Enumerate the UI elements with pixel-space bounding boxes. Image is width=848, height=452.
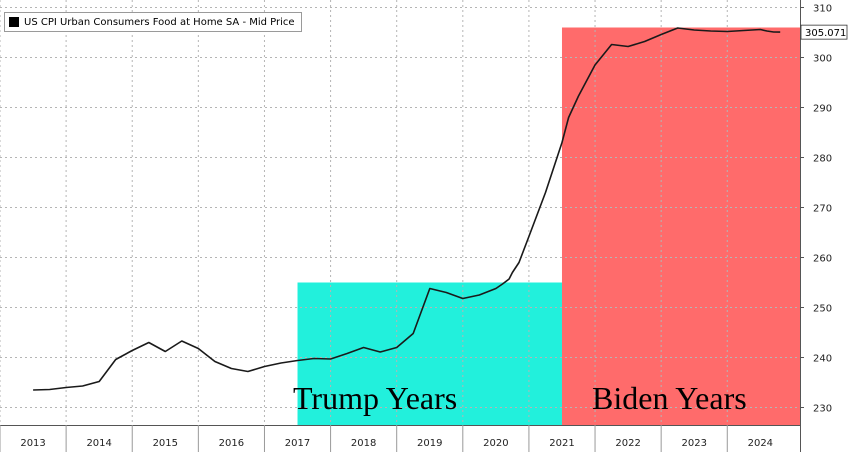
x-tick-label: 2021 [549, 438, 574, 449]
x-tick-label: 2018 [351, 438, 376, 449]
x-tick-label: 2017 [285, 438, 310, 449]
y-tick-label: 280 [813, 154, 832, 165]
legend-swatch [9, 17, 19, 27]
x-tick-label: 2019 [417, 438, 442, 449]
last-value-label: 305.071 [805, 28, 846, 39]
y-tick-label: 310 [813, 4, 832, 15]
x-tick-label: 2024 [748, 438, 773, 449]
trump-years-label: Trump Years [293, 380, 458, 416]
y-tick-label: 300 [813, 54, 832, 65]
cpi-series-line [33, 27, 781, 391]
x-tick-label: 2013 [20, 438, 45, 449]
y-tick-label: 290 [813, 104, 832, 115]
y-tick-label: 250 [813, 304, 832, 315]
x-tick-label: 2015 [153, 438, 178, 449]
x-tick-label: 2014 [86, 438, 111, 449]
biden-years-label: Biden Years [592, 380, 747, 416]
period-area-0 [297, 282, 562, 425]
y-tick-label: 270 [813, 204, 832, 215]
period-area-1 [561, 27, 800, 425]
x-tick-label: 2023 [681, 438, 706, 449]
x-tick-label: 2020 [483, 438, 508, 449]
x-tick-label: 2016 [219, 438, 244, 449]
y-tick-label: 260 [813, 254, 832, 265]
y-tick-label: 240 [813, 354, 832, 365]
last-value-box [800, 24, 848, 40]
legend-label: US CPI Urban Consumers Food at Home SA -… [24, 16, 295, 28]
x-tick-label: 2022 [615, 438, 640, 449]
legend: US CPI Urban Consumers Food at Home SA -… [4, 12, 302, 32]
y-tick-label: 230 [813, 404, 832, 415]
